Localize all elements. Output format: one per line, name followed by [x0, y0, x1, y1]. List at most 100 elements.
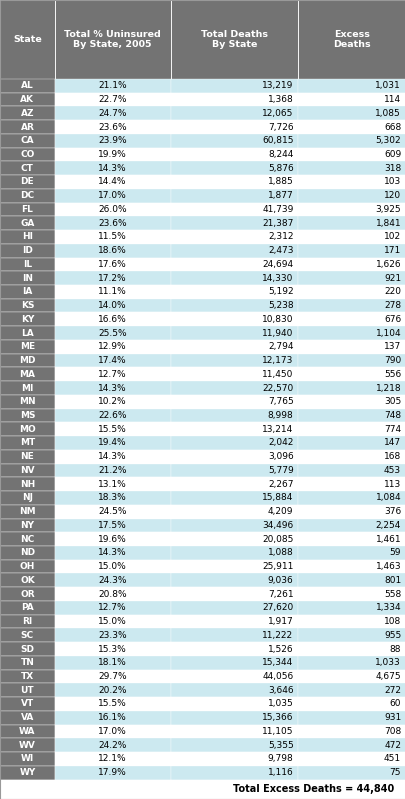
Text: 14.3%: 14.3%	[98, 384, 127, 392]
Text: 14.0%: 14.0%	[98, 301, 127, 310]
Bar	[170, 408, 298, 423]
Text: 676: 676	[383, 315, 400, 324]
Text: 15,884: 15,884	[262, 494, 293, 503]
Text: 14,330: 14,330	[262, 273, 293, 283]
Bar	[170, 670, 298, 683]
Text: 7,261: 7,261	[267, 590, 293, 598]
Text: 34,496: 34,496	[262, 521, 293, 530]
Bar	[55, 0, 170, 79]
Text: 120: 120	[383, 191, 400, 201]
Text: 19.6%: 19.6%	[98, 535, 127, 543]
Text: CT: CT	[21, 164, 34, 173]
Bar	[0, 326, 55, 340]
Bar	[0, 395, 55, 408]
Text: 9,036: 9,036	[267, 576, 293, 585]
Text: 17.5%: 17.5%	[98, 521, 127, 530]
Text: State: State	[13, 35, 42, 44]
Text: 29.7%: 29.7%	[98, 672, 127, 681]
Bar	[170, 683, 298, 697]
Text: MI: MI	[21, 384, 34, 392]
Bar	[0, 217, 55, 230]
Text: 75: 75	[389, 768, 400, 777]
Text: 18.1%: 18.1%	[98, 658, 127, 667]
Text: 17.6%: 17.6%	[98, 260, 127, 269]
Bar	[0, 546, 55, 560]
Bar	[0, 463, 55, 477]
Bar	[0, 381, 55, 395]
Text: 147: 147	[383, 439, 400, 447]
Text: 22,570: 22,570	[262, 384, 293, 392]
Text: RI: RI	[22, 617, 32, 626]
Text: 220: 220	[383, 288, 400, 296]
Text: 4,675: 4,675	[375, 672, 400, 681]
Bar	[170, 203, 298, 217]
Bar	[170, 614, 298, 629]
Bar	[298, 725, 405, 738]
Bar	[0, 106, 55, 120]
Text: 15.0%: 15.0%	[98, 562, 127, 571]
Bar	[298, 148, 405, 161]
Text: IL: IL	[23, 260, 32, 269]
Bar	[0, 532, 55, 546]
Text: 15.5%: 15.5%	[98, 425, 127, 434]
Bar	[0, 450, 55, 463]
Bar	[0, 519, 55, 532]
Bar	[0, 257, 55, 272]
Text: Excess
Deaths: Excess Deaths	[333, 30, 370, 50]
Text: 102: 102	[383, 233, 400, 241]
Text: 14.3%: 14.3%	[98, 164, 127, 173]
Text: 22.7%: 22.7%	[98, 95, 127, 104]
Bar	[170, 574, 298, 587]
Bar	[298, 463, 405, 477]
Text: 9,798: 9,798	[267, 754, 293, 763]
Text: 5,355: 5,355	[267, 741, 293, 749]
Bar	[0, 79, 55, 93]
Text: 21.2%: 21.2%	[98, 466, 127, 475]
Text: 25.5%: 25.5%	[98, 328, 127, 338]
Bar	[55, 203, 170, 217]
Text: Total Excess Deaths = 44,840: Total Excess Deaths = 44,840	[232, 785, 393, 794]
Text: 12,173: 12,173	[262, 356, 293, 365]
Bar	[0, 423, 55, 436]
Bar	[0, 0, 55, 79]
Text: 24.5%: 24.5%	[98, 507, 127, 516]
Text: 41,739: 41,739	[262, 205, 293, 214]
Bar	[55, 340, 170, 354]
Bar	[55, 120, 170, 134]
Bar	[55, 217, 170, 230]
Bar	[298, 368, 405, 381]
Text: 318: 318	[383, 164, 400, 173]
Bar	[298, 354, 405, 368]
Bar	[298, 450, 405, 463]
Text: 790: 790	[383, 356, 400, 365]
Bar	[170, 629, 298, 642]
Text: MA: MA	[19, 370, 35, 379]
Bar	[298, 683, 405, 697]
Text: 20,085: 20,085	[262, 535, 293, 543]
Text: 17.2%: 17.2%	[98, 273, 127, 283]
Bar	[0, 780, 405, 799]
Bar	[170, 368, 298, 381]
Text: 17.0%: 17.0%	[98, 191, 127, 201]
Bar	[298, 574, 405, 587]
Text: 1,085: 1,085	[375, 109, 400, 117]
Bar	[298, 285, 405, 299]
Bar	[55, 354, 170, 368]
Text: WA: WA	[19, 727, 36, 736]
Bar	[0, 120, 55, 134]
Bar	[170, 272, 298, 285]
Text: WV: WV	[19, 741, 36, 749]
Text: 17.9%: 17.9%	[98, 768, 127, 777]
Text: 20.8%: 20.8%	[98, 590, 127, 598]
Text: 12.1%: 12.1%	[98, 754, 127, 763]
Bar	[55, 368, 170, 381]
Text: NE: NE	[21, 452, 34, 461]
Text: 1,463: 1,463	[375, 562, 400, 571]
Text: IA: IA	[22, 288, 32, 296]
Bar	[298, 546, 405, 560]
Bar	[170, 395, 298, 408]
Text: 103: 103	[383, 177, 400, 186]
Text: SC: SC	[21, 630, 34, 640]
Text: NJ: NJ	[22, 494, 33, 503]
Bar	[298, 230, 405, 244]
